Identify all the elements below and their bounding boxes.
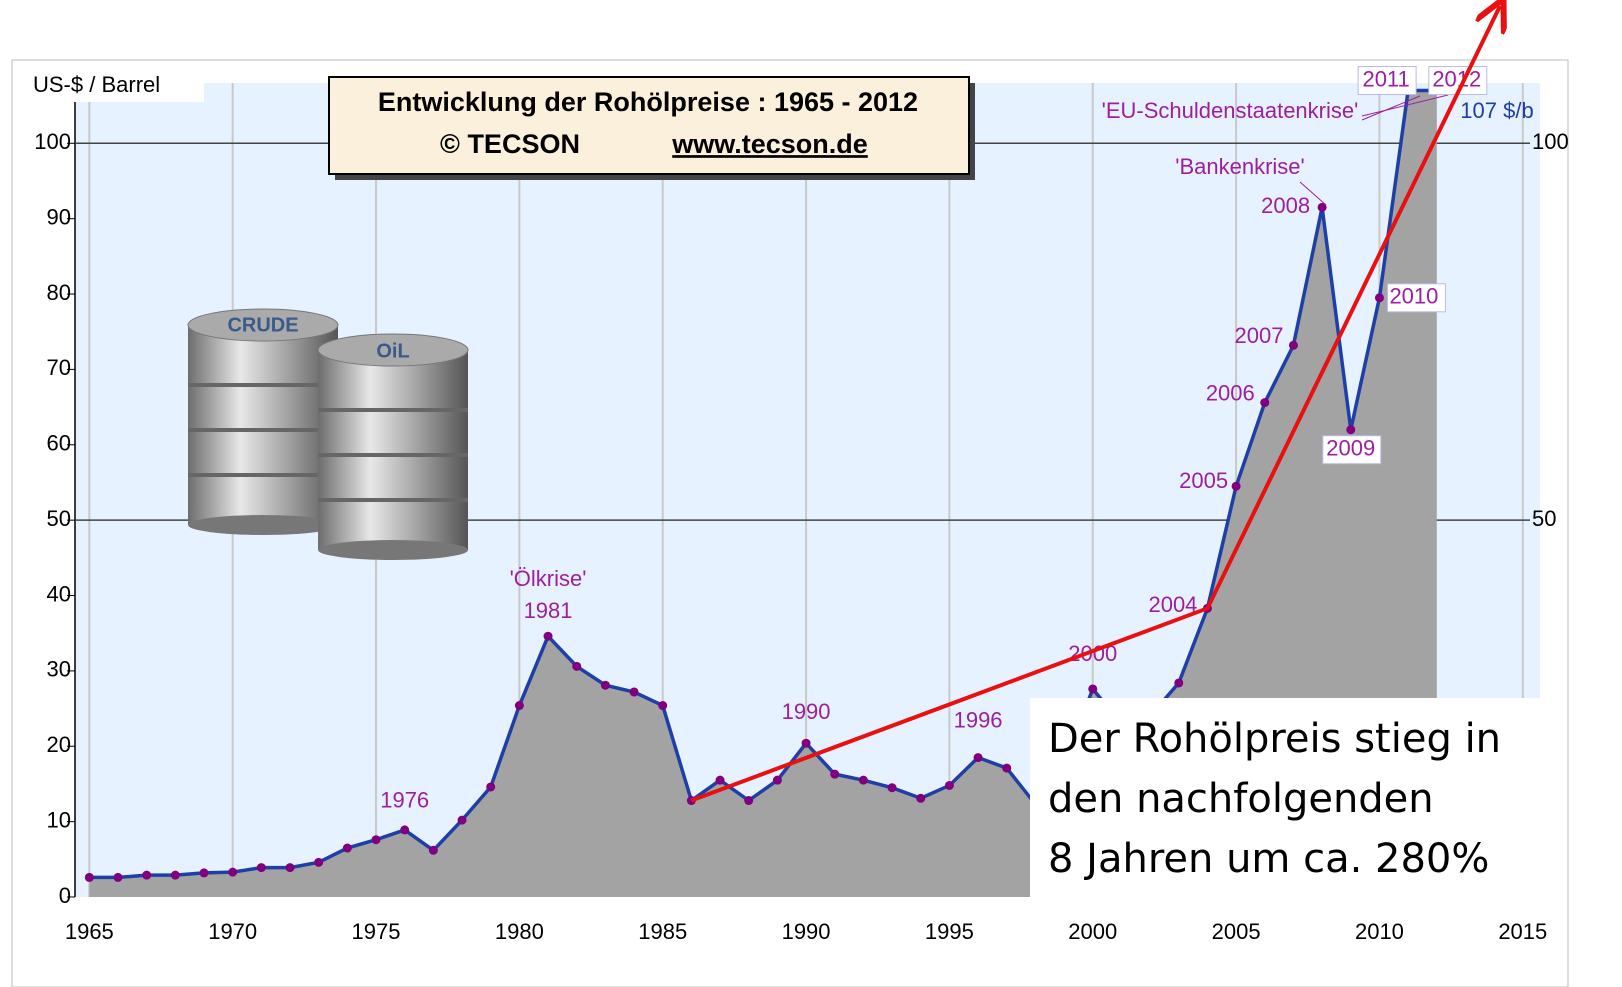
marker	[429, 846, 438, 855]
x-tick-label: 2010	[1355, 919, 1404, 944]
callout-line: 8 Jahren um ca. 280%	[1048, 836, 1489, 882]
chart: 1965197019751980198519901995200020052010…	[0, 0, 1622, 987]
barrel	[318, 350, 468, 550]
x-tick-label: 1965	[65, 919, 114, 944]
point-label: 2012	[1432, 66, 1481, 91]
marker	[343, 844, 352, 853]
y-tick-label: 40	[47, 581, 71, 606]
y-tick-label: 100	[34, 129, 71, 154]
marker	[1289, 341, 1298, 350]
annotation: 'EU-Schuldenstaatenkrise'	[1102, 98, 1359, 123]
marker	[228, 868, 237, 877]
marker	[716, 776, 725, 785]
y-axis-label: US-$ / Barrel	[33, 72, 160, 97]
point-label: 2010	[1389, 284, 1438, 309]
marker	[888, 783, 897, 792]
page: 1965197019751980198519901995200020052010…	[0, 0, 1622, 987]
marker	[171, 871, 180, 880]
x-tick-label: 2015	[1498, 919, 1547, 944]
marker	[515, 701, 524, 710]
x-tick-label: 1995	[925, 919, 974, 944]
marker	[314, 858, 323, 867]
marker	[974, 753, 983, 762]
x-tick-label: 2005	[1212, 919, 1261, 944]
marker	[630, 687, 639, 696]
y-tick-label: 60	[47, 431, 71, 456]
point-label: 2005	[1179, 468, 1228, 493]
x-tick-label: 1985	[638, 919, 687, 944]
marker	[257, 863, 266, 872]
y-tick-label: 20	[47, 732, 71, 757]
x-tick-label: 1990	[782, 919, 831, 944]
y-tick-label: 10	[47, 807, 71, 832]
chart-title: Entwicklung der Rohölpreise : 1965 - 201…	[378, 87, 918, 117]
marker	[1002, 764, 1011, 773]
point-label: 2008	[1261, 193, 1310, 218]
marker	[945, 781, 954, 790]
point-label: 2006	[1206, 380, 1255, 405]
y-tick-label: 50	[47, 506, 71, 531]
marker	[744, 796, 753, 805]
marker	[601, 681, 610, 690]
point-label: 2009	[1326, 436, 1375, 461]
marker	[1375, 293, 1384, 302]
marker	[830, 770, 839, 779]
point-label: 2007	[1234, 323, 1283, 348]
x-tick-label: 1970	[208, 919, 257, 944]
marker	[286, 863, 295, 872]
marker	[114, 873, 123, 882]
point-label: 1981	[524, 598, 573, 623]
y2-tick-label: 100	[1532, 129, 1569, 154]
marker	[458, 816, 467, 825]
point-label: 2011	[1362, 66, 1409, 91]
y-tick-label: 80	[47, 280, 71, 305]
y-tick-label: 70	[47, 355, 71, 380]
marker	[142, 871, 151, 880]
barrel-label: OiL	[376, 340, 409, 362]
marker	[1260, 398, 1269, 407]
barrel-bottom	[318, 540, 468, 560]
y-tick-label: 30	[47, 657, 71, 682]
marker	[1232, 482, 1241, 491]
marker	[486, 782, 495, 791]
x-tick-label: 1975	[352, 919, 401, 944]
marker	[1346, 425, 1355, 434]
marker	[658, 701, 667, 710]
callout-line: Der Rohölpreis stieg in	[1048, 716, 1501, 762]
y-tick-label: 90	[47, 204, 71, 229]
marker	[400, 825, 409, 834]
annotation: 'Bankenkrise'	[1175, 154, 1304, 179]
website: www.tecson.de	[671, 129, 868, 159]
marker	[916, 794, 925, 803]
y-tick-label: 0	[59, 883, 71, 908]
barrel-bottom	[188, 515, 338, 535]
marker	[1088, 684, 1097, 693]
marker	[572, 662, 581, 671]
marker	[773, 776, 782, 785]
marker	[859, 776, 868, 785]
marker	[200, 868, 209, 877]
marker	[544, 632, 553, 641]
point-label: 1976	[380, 788, 429, 813]
point-label: 1996	[954, 707, 1003, 732]
marker	[1174, 678, 1183, 687]
x-tick-label: 2000	[1068, 919, 1117, 944]
barrel	[188, 325, 338, 525]
y2-tick-label: 50	[1532, 506, 1556, 531]
marker	[802, 739, 811, 748]
marker	[372, 835, 381, 844]
copyright: © TECSON	[440, 129, 580, 159]
barrels-image: CRUDE OiL	[188, 309, 468, 560]
point-label: 1990	[782, 699, 831, 724]
annotation: 'Ölkrise'	[510, 566, 587, 591]
annotation: 107 $/b	[1460, 98, 1533, 123]
marker	[85, 873, 94, 882]
barrel-label: CRUDE	[227, 314, 298, 336]
x-tick-label: 1980	[495, 919, 544, 944]
callout-line: den nachfolgenden	[1048, 776, 1434, 822]
title-box: Entwicklung der Rohölpreise : 1965 - 201…	[329, 77, 975, 180]
